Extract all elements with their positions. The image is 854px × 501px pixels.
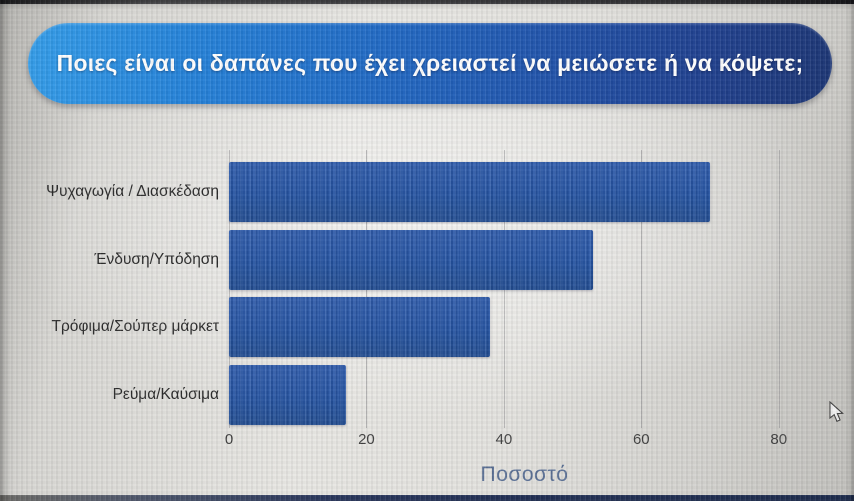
- photo-top-edge: [0, 0, 854, 4]
- bar-row: Ψυχαγωγία / Διασκέδαση: [0, 162, 820, 222]
- category-label: Ψυχαγωγία / Διασκέδαση: [46, 183, 219, 200]
- chart-title: Ποιες είναι οι δαπάνες που έχει χρειαστε…: [56, 50, 804, 76]
- category-label: Ρεύμα/Καύσιμα: [112, 386, 219, 404]
- bar-chart: Ψυχαγωγία / Διασκέδαση Ένδυση/Υπόδηση Τρ…: [0, 162, 820, 433]
- question-banner: Ποιες είναι οι δαπάνες που έχει χρειαστε…: [28, 23, 832, 104]
- bar-track: [229, 162, 820, 222]
- bar-groceries: [229, 297, 491, 358]
- x-axis-label-wrap: Ποσοστό: [229, 463, 820, 487]
- bar-entertainment: [229, 162, 711, 222]
- bar-electricity-fuel: [229, 365, 346, 426]
- category-label: Τρόφιμα/Σούπερ μάρκετ: [51, 318, 220, 336]
- bar-clothing: [229, 229, 594, 290]
- bar-row: Τρόφιμα/Σούπερ μάρκετ: [0, 297, 820, 358]
- photo-bottom-edge: [0, 495, 854, 501]
- bar-track: [229, 365, 820, 426]
- mouse-cursor-icon: [829, 401, 844, 423]
- bar-track: [229, 229, 820, 290]
- x-tick-label: 60: [632, 431, 650, 448]
- bar-row: Ρεύμα/Καύσιμα: [0, 365, 820, 426]
- x-tick-label: 80: [770, 431, 788, 448]
- x-tick-label: 0: [224, 431, 234, 448]
- bar-track: [229, 297, 820, 358]
- x-axis-label: Ποσοστό: [480, 463, 569, 486]
- x-tick-label: 40: [495, 431, 513, 448]
- bar-row: Ένδυση/Υπόδηση: [0, 229, 820, 290]
- x-axis-ticks: 0 20 40 60 80: [225, 431, 820, 449]
- category-label: Ένδυση/Υπόδηση: [94, 250, 219, 268]
- x-tick-label: 20: [358, 431, 375, 448]
